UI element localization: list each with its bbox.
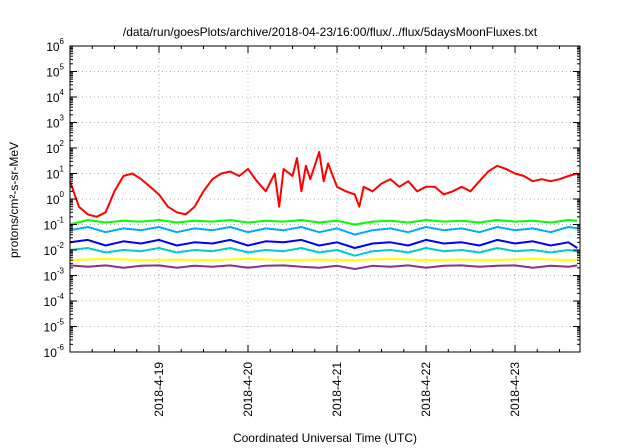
axis-ticks bbox=[70, 45, 580, 353]
y-tick-exponent: -5 bbox=[57, 318, 65, 327]
y-tick-exponent: 0 bbox=[60, 190, 65, 199]
series-line-3 bbox=[69, 226, 578, 236]
y-tick-label: 103 bbox=[46, 114, 64, 131]
y-tick-label: 10-1 bbox=[44, 216, 65, 233]
series-line-5 bbox=[69, 247, 578, 257]
y-tick-base: 10 bbox=[46, 193, 60, 207]
series-line-7 bbox=[69, 264, 578, 270]
series-line-2 bbox=[69, 219, 578, 226]
y-tick-label: 10-6 bbox=[44, 343, 65, 360]
y-tick-base: 10 bbox=[46, 168, 60, 182]
x-tick-labels: 2018-4-19 2018-4-20 2018-4-21 2018-4-22 2018… bbox=[152, 362, 522, 417]
y-tick-exponent: 3 bbox=[60, 114, 65, 123]
y-tick-label: 10-5 bbox=[44, 318, 65, 335]
y-tick-exponent: 2 bbox=[60, 139, 65, 148]
y-tick-base: 10 bbox=[44, 321, 58, 335]
y-tick-base: 10 bbox=[44, 346, 58, 360]
y-tick-label: 10-2 bbox=[44, 241, 65, 258]
y-tick-exponent: 5 bbox=[60, 63, 65, 72]
y-tick-base: 10 bbox=[46, 91, 60, 105]
y-tick-exponent: 1 bbox=[60, 165, 65, 174]
y-tick-label: 101 bbox=[46, 165, 64, 182]
y-tick-label: 100 bbox=[46, 190, 64, 207]
y-tick-base: 10 bbox=[44, 295, 58, 309]
y-axis-label: protons/cm²-s-sr-MeV bbox=[7, 142, 21, 258]
x-axis-label: Coordinated Universal Time (UTC) bbox=[233, 431, 417, 445]
series-line-6 bbox=[69, 257, 578, 262]
y-tick-base: 10 bbox=[46, 66, 60, 80]
y-tick-base: 10 bbox=[46, 117, 60, 131]
y-tick-base: 10 bbox=[46, 40, 60, 54]
y-tick-base: 10 bbox=[46, 142, 60, 156]
y-tick-exponent: -3 bbox=[57, 267, 65, 276]
series-line-1 bbox=[69, 150, 578, 218]
series-layer bbox=[69, 150, 578, 270]
y-tick-label: 10-4 bbox=[44, 292, 65, 309]
y-tick-exponent: -6 bbox=[57, 343, 65, 352]
x-tick-label: 2018-4-23 bbox=[508, 362, 522, 417]
y-tick-base: 10 bbox=[44, 219, 58, 233]
y-tick-label: 104 bbox=[46, 88, 64, 105]
y-tick-label: 102 bbox=[46, 139, 64, 156]
y-tick-exponent: 4 bbox=[60, 88, 65, 97]
y-tick-labels: 10610510410310210110010-110-210-310-410-… bbox=[44, 37, 65, 360]
y-tick-label: 10-3 bbox=[44, 267, 65, 284]
x-tick-label: 2018-4-21 bbox=[330, 362, 344, 417]
chart-title: /data/run/goesPlots/archive/2018-04-23/1… bbox=[123, 25, 538, 39]
x-tick-label: 2018-4-22 bbox=[419, 362, 433, 417]
x-tick-label: 2018-4-19 bbox=[152, 362, 166, 417]
y-tick-exponent: -4 bbox=[57, 292, 65, 301]
series-line-4 bbox=[69, 238, 578, 249]
y-tick-exponent: -1 bbox=[57, 216, 65, 225]
x-tick-label: 2018-4-20 bbox=[241, 362, 255, 417]
grid-lines bbox=[70, 46, 580, 352]
y-tick-exponent: -2 bbox=[57, 241, 65, 250]
y-tick-label: 105 bbox=[46, 63, 64, 80]
y-tick-base: 10 bbox=[44, 270, 58, 284]
y-tick-exponent: 6 bbox=[60, 37, 65, 46]
y-tick-base: 10 bbox=[44, 244, 58, 258]
y-tick-label: 106 bbox=[46, 37, 64, 54]
